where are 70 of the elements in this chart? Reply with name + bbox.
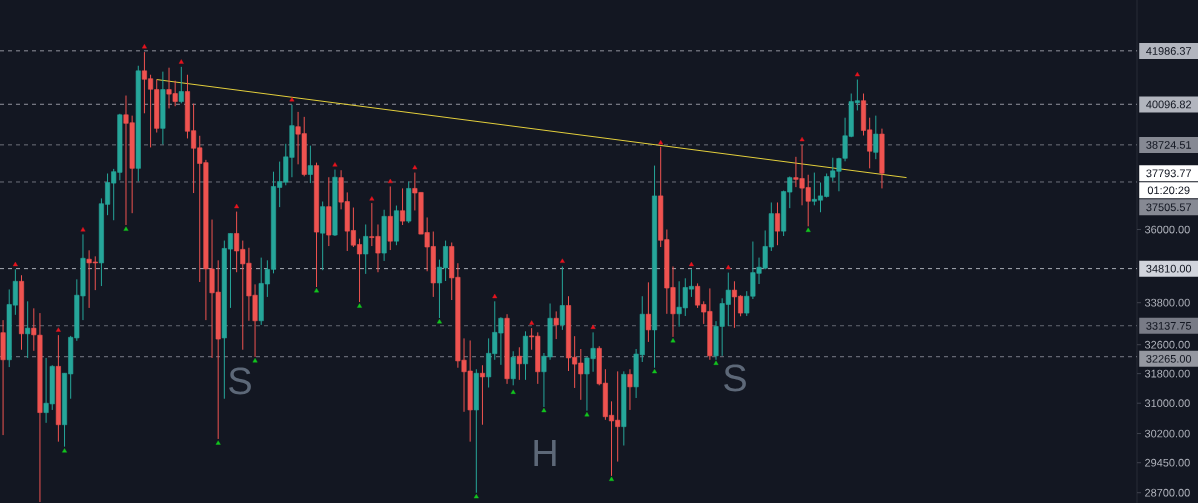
point — [234, 203, 240, 209]
point — [652, 368, 657, 374]
point — [584, 412, 590, 417]
candlestick — [645, 281, 651, 343]
point — [609, 476, 614, 481]
candlestick — [479, 364, 485, 426]
point — [688, 261, 694, 267]
point — [80, 227, 86, 232]
candlestick — [178, 66, 184, 104]
point — [178, 59, 184, 64]
point — [369, 196, 375, 201]
point — [332, 162, 338, 167]
point — [357, 303, 362, 308]
point — [658, 140, 664, 145]
ref-line-label: 41986.37 — [1146, 47, 1192, 55]
candlestick — [627, 368, 633, 411]
y-tick-label: 32600.00 — [1144, 340, 1190, 349]
annotation: S — [229, 367, 251, 395]
y-tick-label: 30200.00 — [1144, 429, 1190, 438]
point — [314, 288, 319, 293]
point — [123, 226, 129, 231]
point — [387, 178, 393, 184]
ref-line-label: 33137.75 — [1146, 321, 1192, 330]
point — [141, 44, 147, 49]
candlestick — [400, 187, 406, 226]
point — [725, 264, 731, 270]
y-tick-label: 36000.00 — [1144, 225, 1190, 234]
point — [854, 71, 860, 77]
candlestick — [873, 115, 879, 160]
point — [541, 407, 547, 413]
point — [252, 358, 258, 363]
point — [55, 327, 61, 332]
point — [670, 338, 676, 343]
point — [492, 293, 498, 299]
point — [289, 97, 295, 102]
point — [805, 227, 811, 232]
point — [436, 319, 442, 324]
annotation: H — [534, 439, 556, 467]
annotation: S — [724, 364, 746, 392]
ref-line-label: 34810.00 — [1146, 264, 1192, 273]
text: 37793.77 — [1146, 169, 1192, 178]
point — [559, 258, 565, 263]
candlestick — [25, 300, 31, 359]
point — [62, 448, 67, 453]
point — [12, 261, 18, 267]
point — [713, 360, 719, 365]
point — [529, 320, 535, 325]
point — [412, 164, 418, 170]
y-tick-label: 33800.00 — [1144, 298, 1190, 307]
y-tick-label: 28700.00 — [1145, 488, 1190, 497]
ref-line-label: 38724.51 — [1146, 141, 1192, 149]
candlestick — [516, 346, 522, 381]
point — [473, 493, 479, 499]
ref-line-label: 40096.82 — [1146, 100, 1192, 109]
y-tick-label: 29450.00 — [1145, 458, 1190, 467]
candlestick — [510, 350, 516, 386]
candlestick — [307, 145, 313, 184]
ref-line-label: 37505.57 — [1146, 203, 1192, 212]
candlestick — [553, 310, 559, 340]
ref-line-label: 32265.00 — [1146, 354, 1192, 363]
y-tick-label: 31000.00 — [1144, 399, 1190, 408]
candlestick — [559, 265, 565, 331]
point — [215, 440, 221, 445]
candlestick — [363, 223, 369, 275]
point — [799, 136, 805, 142]
text: 01:20:29 — [1147, 186, 1190, 195]
point — [590, 324, 596, 329]
point — [510, 389, 516, 394]
candlestick — [774, 201, 780, 246]
y-tick-label: 31800.00 — [1144, 369, 1190, 378]
